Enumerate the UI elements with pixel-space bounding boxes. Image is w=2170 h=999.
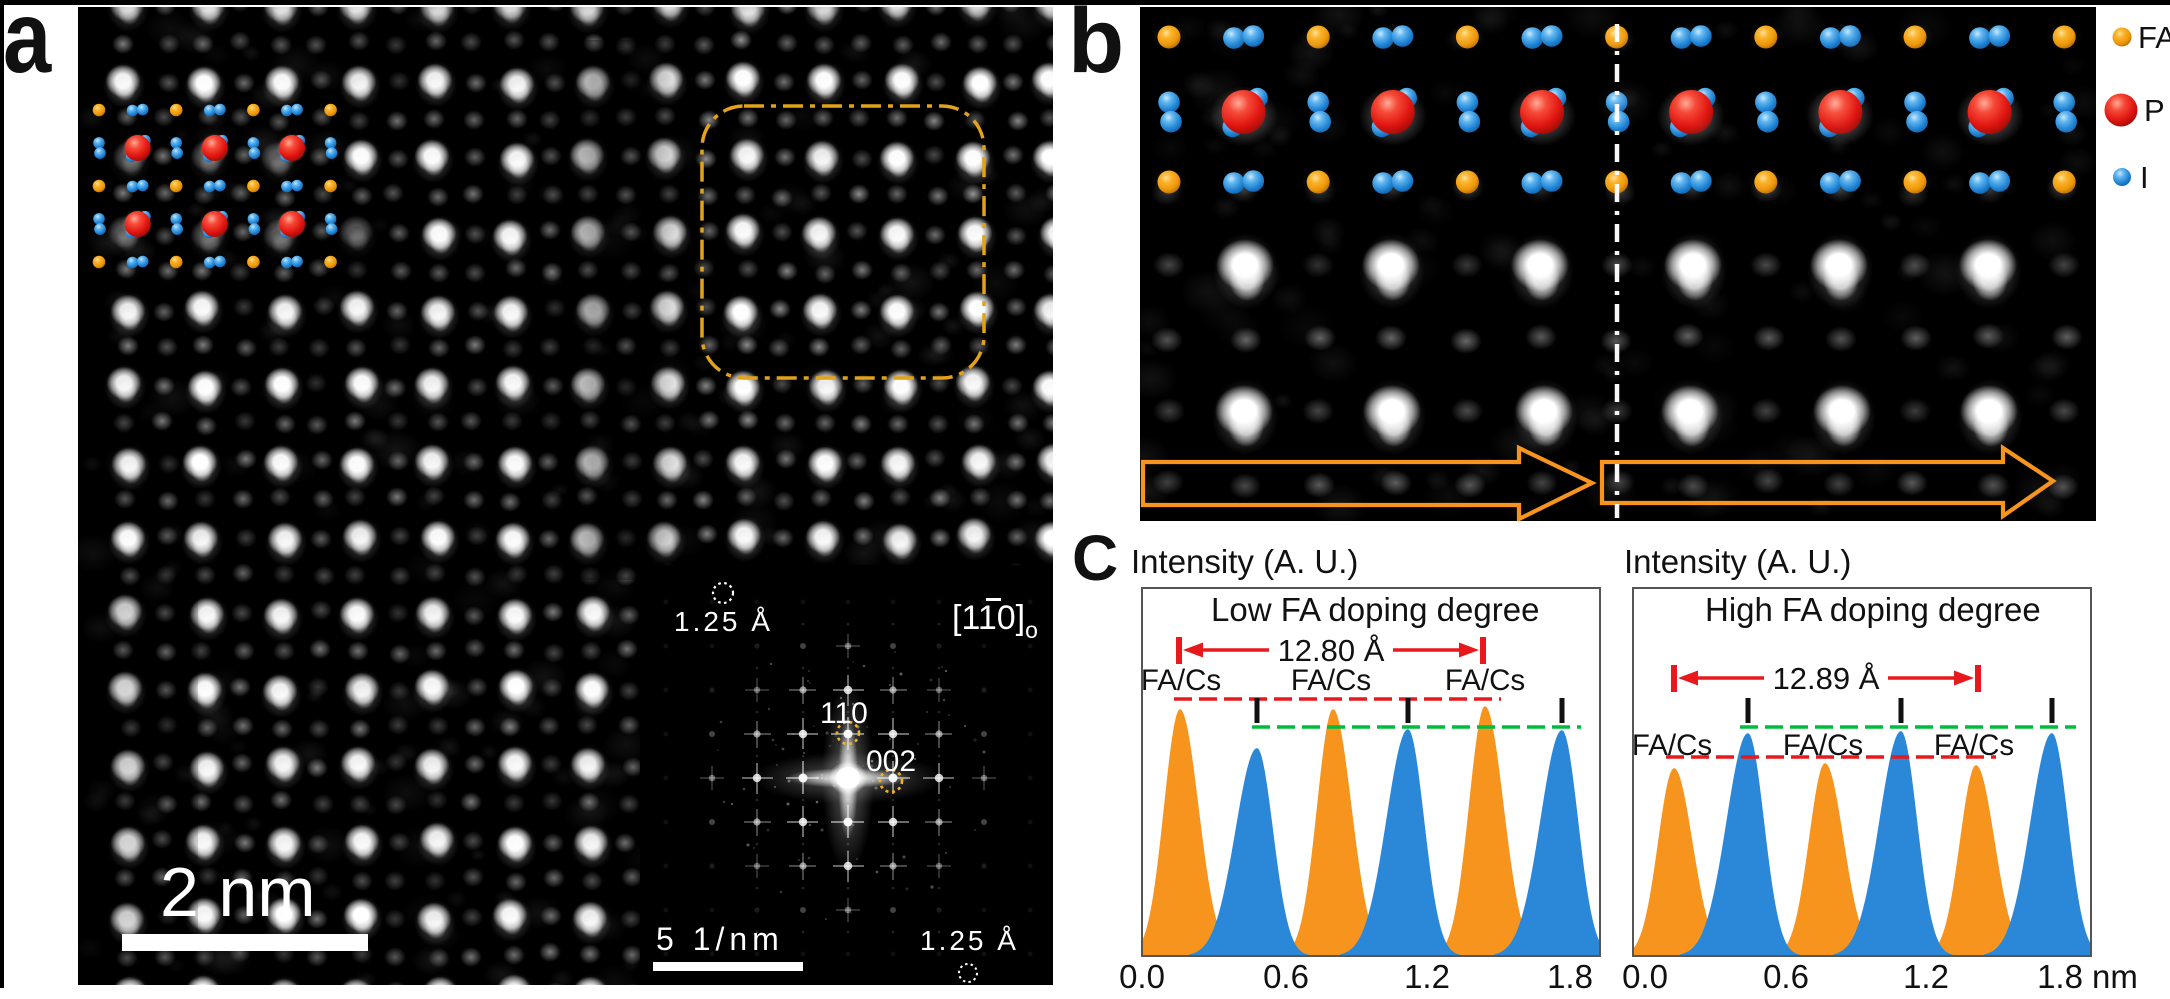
svg-text:1.25 Å: 1.25 Å bbox=[920, 925, 1019, 956]
svg-text:Low FA doping degree: Low FA doping degree bbox=[1211, 591, 1539, 628]
svg-text:FA/Cs: FA/Cs bbox=[1632, 729, 1712, 762]
svg-text:FA/Cs: FA/Cs bbox=[1934, 729, 2014, 762]
svg-text:12.89 Å: 12.89 Å bbox=[1773, 661, 1880, 696]
svg-text:P: P bbox=[2144, 93, 2165, 128]
svg-text:a: a bbox=[3, 0, 52, 95]
svg-text:1.8: 1.8 bbox=[2037, 958, 2083, 995]
svg-text:12.80 Å: 12.80 Å bbox=[1278, 633, 1385, 668]
svg-text:0.0: 0.0 bbox=[1622, 958, 1668, 995]
svg-text:2 nm: 2 nm bbox=[160, 853, 316, 931]
svg-text:I: I bbox=[2140, 160, 2149, 195]
svg-text:Intensity (A. U.): Intensity (A. U.) bbox=[1624, 543, 1851, 580]
svg-text:FA/Cs: FA/Cs bbox=[1445, 664, 1525, 697]
svg-text:FA/Cs: FA/Cs bbox=[1291, 664, 1371, 697]
svg-text:110: 110 bbox=[820, 697, 868, 730]
svg-text:5 1/nm: 5 1/nm bbox=[656, 921, 784, 957]
svg-text:0.6: 0.6 bbox=[1263, 958, 1309, 995]
svg-text:FA: FA bbox=[2138, 20, 2170, 55]
svg-text:b: b bbox=[1068, 0, 1124, 92]
svg-text:002: 002 bbox=[866, 745, 916, 778]
svg-text:[110]o: [110]o bbox=[952, 599, 1038, 643]
svg-text:nm: nm bbox=[2092, 958, 2138, 995]
svg-text:1.8: 1.8 bbox=[1547, 958, 1593, 995]
svg-text:C: C bbox=[1072, 522, 1118, 594]
svg-text:1.2: 1.2 bbox=[1404, 958, 1450, 995]
svg-text:FA/Cs: FA/Cs bbox=[1141, 664, 1221, 697]
svg-text:1.25 Å: 1.25 Å bbox=[674, 606, 773, 637]
svg-text:0.6: 0.6 bbox=[1763, 958, 1809, 995]
svg-text:0.0: 0.0 bbox=[1119, 958, 1165, 995]
svg-text:High FA doping degree: High FA doping degree bbox=[1705, 591, 2041, 628]
svg-text:1.2: 1.2 bbox=[1903, 958, 1949, 995]
svg-text:FA/Cs: FA/Cs bbox=[1783, 729, 1863, 762]
svg-text:Intensity (A. U.): Intensity (A. U.) bbox=[1131, 543, 1358, 580]
